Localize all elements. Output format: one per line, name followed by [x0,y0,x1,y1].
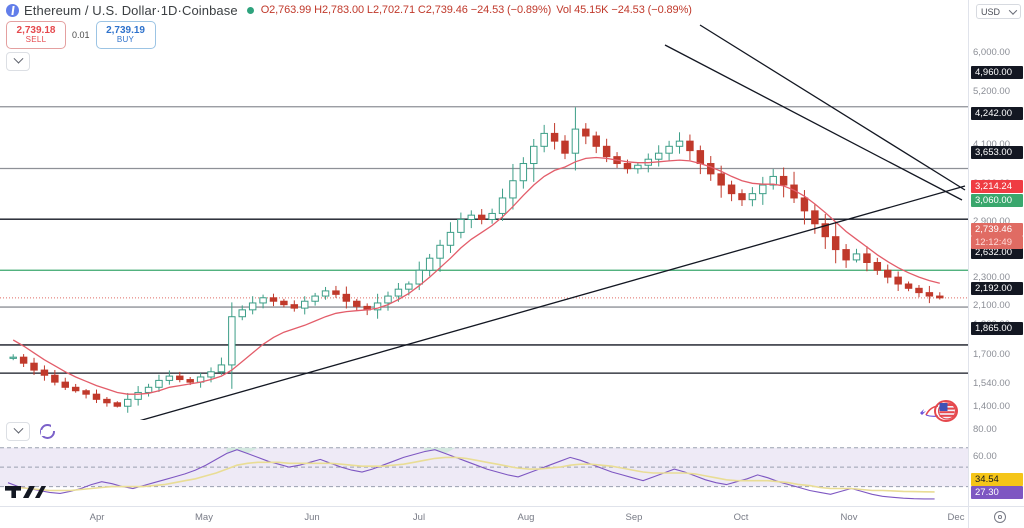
rsi-overbought-fill [226,447,456,454]
price-tick: 5,200.00 [973,86,1010,97]
symbol-name: Ethereum / U.S. Dollar [24,2,157,18]
time-tick: May [195,512,213,523]
symbol-separator-1: · [156,2,161,18]
tradingview-logo [5,486,46,498]
rsi-value-label[interactable]: 34.54 [971,473,1023,486]
sell-button[interactable]: 2,739.18 SELL [6,21,66,49]
live-status-dot [246,6,254,14]
time-tick: Aug [517,512,535,523]
rsi-pane-header [6,422,57,441]
price-chart-svg [0,24,968,420]
price-tick: 1,400.00 [973,401,1010,412]
price-level-label[interactable]: 2,632.00 [971,246,1023,259]
rsi-chart-svg [0,447,968,500]
trendline[interactable] [699,24,966,191]
rsi-value-label[interactable]: 27.30 [971,486,1023,499]
buy-label: BUY [116,35,135,45]
collapse-order-panel-button[interactable] [6,52,30,71]
refresh-icon[interactable] [40,424,57,439]
symbol-title[interactable]: Ethereum / U.S. Dollar·1D·Coinbase [24,3,238,18]
order-panel: 2,739.18 SELL 0.01 2,739.19 BUY [6,21,156,49]
trendline[interactable] [100,185,966,420]
time-tick: Jun [304,512,320,523]
price-tick: 6,000.00 [973,47,1010,58]
order-quantity[interactable]: 0.01 [72,30,90,40]
price-tick: 1,700.00 [973,349,1010,360]
candlestick-series [9,107,944,413]
price-level-label[interactable]: 4,960.00 [971,66,1023,79]
symbol-interval[interactable]: 1D [160,2,178,18]
rsi-tick: 80.00 [973,424,997,435]
bar-countdown-label: 12:12:49 [971,236,1023,249]
sell-price: 2,739.18 [16,24,56,36]
price-level-label[interactable]: 4,242.00 [971,107,1023,120]
symbol-separator-2: · [177,2,182,18]
price-tick: 2,100.00 [973,300,1010,311]
price-level-label[interactable]: 3,214.24 [971,180,1023,193]
rsi-tick: 60.00 [973,451,997,462]
trendline[interactable] [664,44,963,201]
chevron-down-icon [13,53,23,64]
collapse-rsi-pane-button[interactable] [6,422,30,441]
time-tick: Dec [947,512,965,523]
ethereum-icon [6,3,19,17]
price-level-label[interactable]: 3,653.00 [971,146,1023,159]
axis-divider [968,507,969,528]
price-tick: 4,100.00 [973,139,1010,150]
price-level-label[interactable]: 2,192.00 [971,282,1023,295]
currency-selector[interactable]: USD [976,4,1021,19]
price-pane[interactable] [0,0,968,420]
buy-button[interactable]: 2,739.19 BUY [95,21,156,49]
time-tick: Sep [625,512,643,523]
chevron-down-icon [13,423,23,434]
time-tick: Apr [89,512,105,523]
rsi-pane[interactable] [0,438,968,506]
buy-price: 2,739.19 [106,24,145,36]
symbol-exchange: Coinbase [181,2,238,18]
sell-label: SELL [25,35,47,45]
price-tick: 2,300.00 [973,272,1010,283]
time-tick: Oct [733,512,749,523]
currency-value: USD [981,6,1001,17]
time-tick: Jul [412,512,426,523]
rsi-ma-line[interactable] [7,456,935,493]
sticker-graphic [920,400,958,422]
chart-legend: Ethereum / U.S. Dollar·1D·Coinbase O2,76… [0,0,1024,20]
time-axis[interactable]: Apr May Jun Jul Aug Sep Oct Nov Dec [0,506,1024,528]
gear-icon[interactable] [994,511,1006,523]
time-tick: Nov [840,512,858,523]
price-tick: 2,900.00 [973,216,1010,227]
ohlc-values: O2,763.99 H2,783.00 L2,702.71 C2,739.46 … [260,4,552,16]
price-axis[interactable]: USD 6,000.005,200.004,700.004,100.003,30… [968,0,1024,506]
current-price-label[interactable]: 2,739.46 [971,223,1023,236]
volume-values: Vol 45.15K −24.53 (−0.89%) [556,4,692,16]
price-level-label[interactable]: 1,865.00 [971,322,1023,335]
price-tick: 1,540.00 [973,378,1010,389]
moving-average-line[interactable] [12,156,940,395]
price-level-label[interactable]: 3,060.00 [971,194,1023,207]
